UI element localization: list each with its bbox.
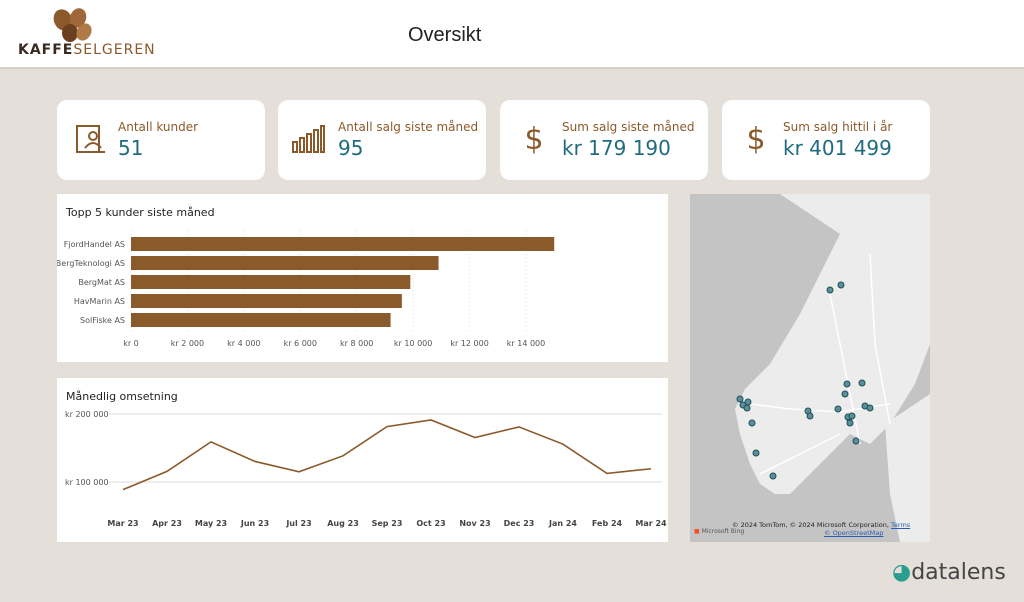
- customer-location-marker: [858, 379, 866, 387]
- x-tick-label: Dec 23: [504, 519, 535, 528]
- customer-location-marker: [834, 405, 842, 413]
- bar: [131, 294, 402, 308]
- dollar-icon: $: [524, 122, 544, 157]
- y-tick-label: kr 200 000: [65, 410, 109, 419]
- x-tick-label: Feb 24: [592, 519, 623, 528]
- customer-location-marker: [743, 404, 751, 412]
- category-label: HavMarin AS: [74, 297, 125, 306]
- bar: [131, 275, 411, 289]
- kpi-value: 95: [338, 136, 364, 160]
- contact-card-icon: [76, 125, 105, 153]
- kpi-label: Antall salg siste måned: [338, 120, 479, 134]
- x-tick-label: kr 4 000: [227, 339, 260, 348]
- x-tick-label: Jan 24: [548, 519, 577, 528]
- chart-title: Månedlig omsetning: [66, 390, 178, 403]
- customer-location-marker: [736, 395, 744, 403]
- x-tick-label: Jun 23: [240, 519, 269, 528]
- kpi-value: kr 401 499: [783, 136, 892, 160]
- datalens-icon: ◕: [892, 560, 912, 585]
- kpi-card-customers: Antall kunder 51: [57, 100, 265, 180]
- line-chart-svg: kr 100 000 kr 200 000 Mar 23 Apr 23 May 23 Ju…: [65, 410, 667, 528]
- map-canvas: [690, 194, 930, 542]
- kpi-value: kr 179 190: [562, 136, 671, 160]
- kpi-card-sales-count: Antall salg siste måned 95: [278, 100, 486, 180]
- x-tick-label: kr 14 000: [507, 339, 545, 348]
- terms-link[interactable]: Terms: [891, 521, 911, 529]
- x-tick-label: Mar 24: [635, 519, 667, 528]
- customer-location-marker: [826, 286, 834, 294]
- category-label: BergTeknologi AS: [57, 259, 125, 268]
- category-label: BergMat AS: [78, 278, 125, 287]
- category-label: FjordHandel AS: [64, 240, 125, 249]
- kpi-value: 51: [118, 136, 144, 160]
- kpi-label: Sum salg siste måned: [562, 120, 695, 134]
- bar: [131, 237, 555, 251]
- x-tick-label: kr 2 000: [171, 339, 204, 348]
- x-tick-label: kr 10 000: [394, 339, 432, 348]
- customer-location-marker: [848, 412, 856, 420]
- brand-name: KAFFESELGEREN: [18, 42, 156, 58]
- x-tick-label: kr 12 000: [450, 339, 488, 348]
- page-title: Oversikt: [408, 24, 482, 46]
- customer-location-marker: [748, 419, 756, 427]
- customer-map[interactable]: ■ Microsoft Bing © 2024 TomTom, © 2024 M…: [690, 194, 930, 542]
- customer-location-marker: [769, 472, 777, 480]
- dollar-icon: $: [746, 122, 766, 157]
- x-tick-label: Oct 23: [416, 519, 445, 528]
- bar-chart-icon: [292, 125, 325, 153]
- chart-title: Topp 5 kunder siste måned: [66, 206, 215, 219]
- kpi-label: Antall kunder: [118, 120, 199, 134]
- x-tick-label: kr 8 000: [340, 339, 373, 348]
- map-attribution: © 2024 TomTom, © 2024 Microsoft Corporat…: [732, 521, 910, 537]
- attribution-text: © 2024 TomTom, © 2024 Microsoft Corporat…: [732, 521, 889, 529]
- customer-location-marker: [843, 380, 851, 388]
- kpi-card-sales-ytd: $ Sum salg hittil i år kr 401 499: [722, 100, 930, 180]
- customer-location-marker: [752, 449, 760, 457]
- x-tick-label: kr 0: [123, 339, 139, 348]
- category-label: SolFiske AS: [80, 316, 125, 325]
- customer-location-marker: [837, 281, 845, 289]
- brand-part2: SELGEREN: [73, 42, 156, 58]
- header: KAFFESELGEREN Oversikt: [0, 0, 1024, 69]
- revenue-line: [122, 419, 652, 491]
- microsoft-bing-logo: ■ Microsoft Bing: [694, 528, 745, 535]
- monthly-revenue-chart: Månedlig omsetning kr 100 000 kr 200 000 M…: [57, 378, 668, 542]
- y-tick-label: kr 100 000: [65, 478, 109, 487]
- x-tick-label: Aug 23: [327, 519, 359, 528]
- datalens-text: datalens: [911, 560, 1006, 585]
- bar-chart-svg: kr 0 kr 2 000 kr 4 000 kr 6 000 kr 8 000 kr 1…: [57, 230, 555, 348]
- customer-location-marker: [841, 390, 849, 398]
- x-tick-label: May 23: [195, 519, 227, 528]
- osm-link[interactable]: © OpenStreetMap: [824, 529, 884, 537]
- customer-location-marker: [866, 404, 874, 412]
- x-tick-label: Sep 23: [372, 519, 403, 528]
- x-tick-label: Apr 23: [152, 519, 182, 528]
- bar: [131, 256, 439, 270]
- top-customers-chart: Topp 5 kunder siste måned kr 0 kr 2 000 kr…: [57, 194, 668, 362]
- kpi-card-sales-month: $ Sum salg siste måned kr 179 190: [500, 100, 708, 180]
- customer-location-marker: [806, 412, 814, 420]
- x-tick-label: Jul 23: [285, 519, 311, 528]
- x-tick-label: kr 6 000: [284, 339, 317, 348]
- map-provider: Microsoft Bing: [701, 528, 745, 535]
- bar: [131, 313, 391, 327]
- x-tick-label: Mar 23: [107, 519, 138, 528]
- customer-location-marker: [852, 437, 860, 445]
- x-tick-label: Nov 23: [459, 519, 490, 528]
- customer-location-marker: [846, 419, 854, 427]
- kpi-label: Sum salg hittil i år: [783, 120, 893, 134]
- brand-part1: KAFFE: [18, 42, 74, 58]
- coffee-beans-logo: [53, 8, 92, 42]
- datalens-logo: ◕datalens: [892, 560, 1006, 585]
